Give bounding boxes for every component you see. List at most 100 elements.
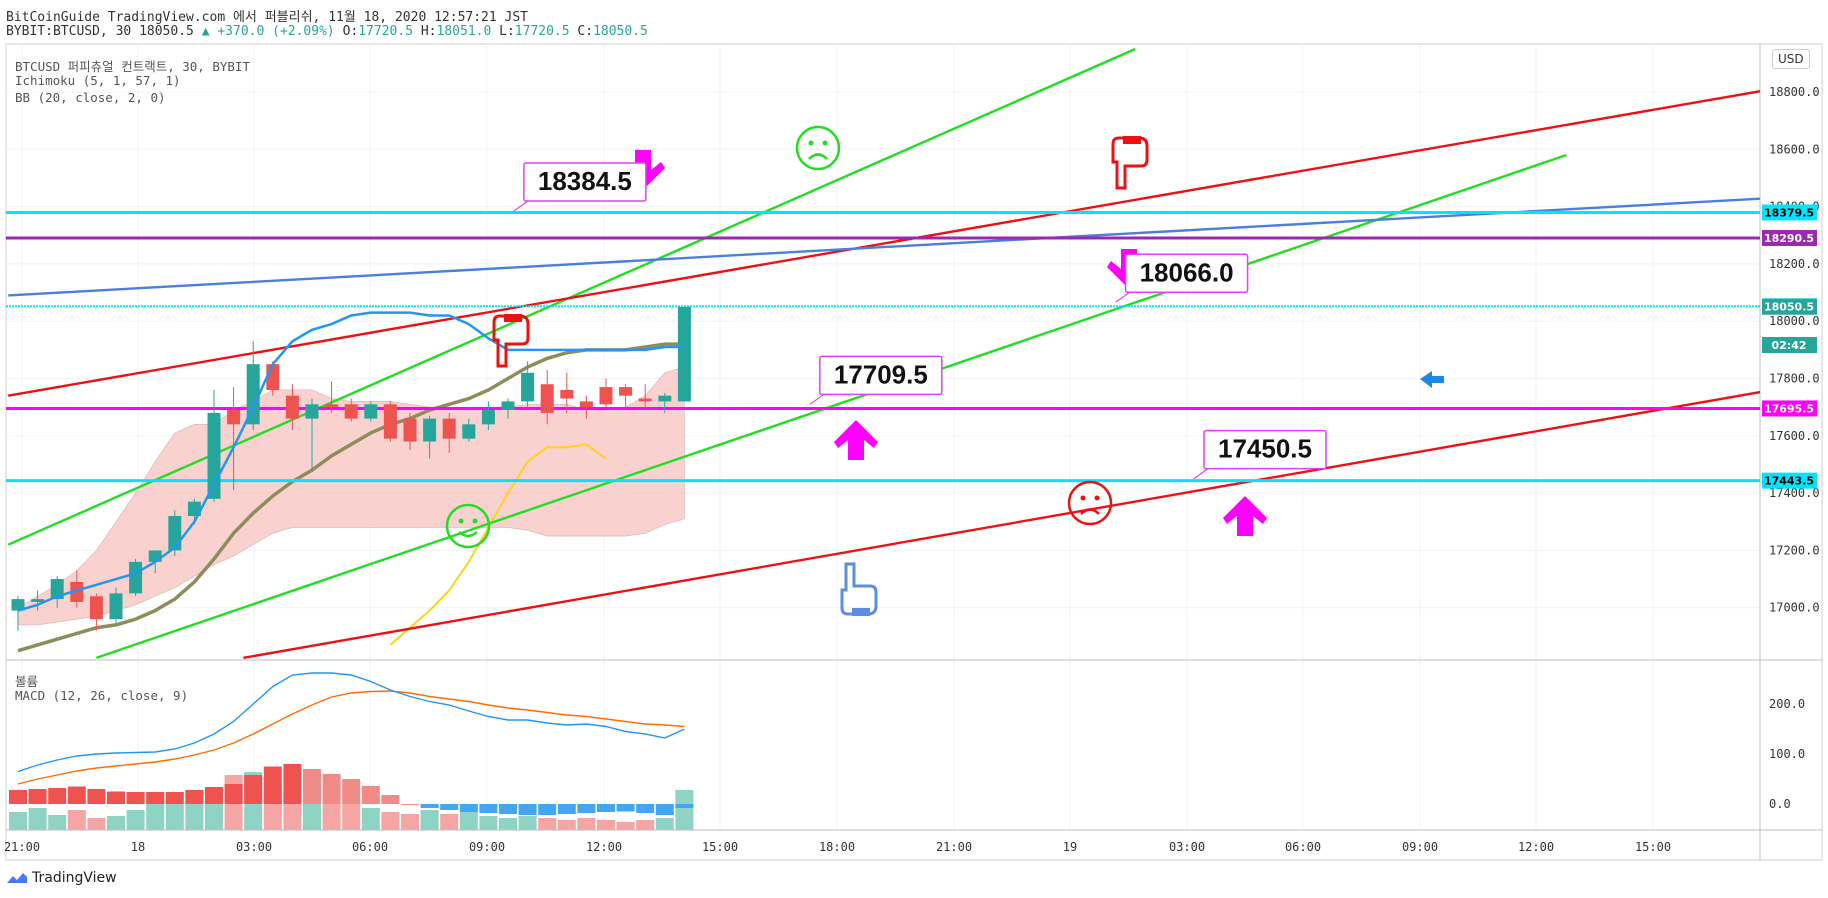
candle-body xyxy=(540,384,554,413)
price-label-text: 17443.5 xyxy=(1764,475,1814,488)
price-tick-label: 18800.0 xyxy=(1769,85,1820,99)
macd-histogram-bar xyxy=(263,766,282,804)
pointing-hand-icon xyxy=(840,562,878,616)
tradingview-logo[interactable]: TradingView xyxy=(6,870,117,886)
price-tick-label: 18600.0 xyxy=(1769,142,1820,156)
face-outline xyxy=(795,125,841,171)
macd-histogram-bar xyxy=(48,788,67,804)
macd-histogram-bar xyxy=(499,804,517,814)
macd-histogram-bar xyxy=(538,804,557,815)
candle-body xyxy=(481,410,495,425)
macd-histogram-bar xyxy=(440,804,459,810)
volume-bar xyxy=(420,810,439,830)
volume-bar xyxy=(655,818,674,830)
volume-bar xyxy=(381,812,400,830)
volume-bar xyxy=(9,812,27,830)
price-tick-label: 18200.0 xyxy=(1769,257,1820,271)
pointing-hand-icon xyxy=(1111,136,1149,190)
symbol-label[interactable]: BYBIT:BTCUSD, 30 xyxy=(6,24,132,39)
candle-body xyxy=(285,395,299,419)
legend-macd[interactable]: MACD (12, 26, close, 9) xyxy=(15,688,189,703)
macd-histogram-bar xyxy=(636,804,655,813)
candle-body xyxy=(403,418,417,442)
face-mouth xyxy=(458,531,478,538)
macd-histogram-bar xyxy=(205,787,223,804)
macd-histogram-bar xyxy=(165,792,184,804)
legend-ichimoku[interactable]: Ichimoku (5, 1, 57, 1) xyxy=(15,73,181,88)
hand-cuff xyxy=(852,608,870,616)
callout-text: 18066.0 xyxy=(1140,257,1234,287)
time-tick-label: 15:00 xyxy=(702,840,738,854)
macd-histogram-bar xyxy=(616,804,635,812)
candle-body xyxy=(442,418,456,439)
legend-bollinger[interactable]: BB (20, close, 2, 0) xyxy=(15,90,166,105)
hand-cuff xyxy=(504,314,522,322)
macd-histogram-bar xyxy=(244,775,263,804)
volume-bar xyxy=(146,800,165,830)
open-label: O: xyxy=(342,24,359,39)
price-tick-label: 17800.0 xyxy=(1769,372,1820,386)
base-line xyxy=(17,342,685,653)
price-tick-label: 18000.0 xyxy=(1769,314,1820,328)
price-pane: 18384.5 18066.0 17709.5 17450.5 xyxy=(6,47,1760,660)
macd-histogram-bar xyxy=(126,792,145,804)
candle-body xyxy=(70,581,84,602)
time-tick-label: 21:00 xyxy=(936,840,972,854)
high-value: 18051.0 xyxy=(436,24,492,39)
macd-histogram-bar xyxy=(185,790,204,804)
macd-histogram-bar xyxy=(597,804,615,812)
currency-badge[interactable]: USD xyxy=(1772,49,1810,69)
volume-bar xyxy=(107,816,125,830)
volume-bar xyxy=(165,804,184,830)
callout-box xyxy=(1124,253,1249,294)
legend-volume[interactable]: 볼륨 xyxy=(15,674,39,689)
macd-histogram-bar xyxy=(322,774,341,804)
left-arrow-icon xyxy=(1420,371,1444,388)
volume-bar xyxy=(28,808,47,830)
macd-histogram-bar xyxy=(67,786,86,804)
legend-symbol[interactable]: BTCUSD 퍼피츄얼 컨트랙트, 30, BYBIT xyxy=(15,59,250,74)
price-label-text: 18290.5 xyxy=(1764,232,1814,245)
sad-face-icon xyxy=(1067,480,1113,526)
price-label-text: 17695.5 xyxy=(1764,402,1814,415)
volume-bar xyxy=(126,810,145,830)
macd-tick-label: 200.0 xyxy=(1769,697,1805,711)
up-arrow-icon xyxy=(1223,496,1267,536)
volume-bar xyxy=(303,800,321,830)
macd-histogram-bar xyxy=(401,804,419,805)
face-eye xyxy=(822,140,828,146)
sad-face-icon xyxy=(795,125,841,171)
macd-histogram-bar xyxy=(28,789,47,804)
candle-body xyxy=(658,395,672,402)
volume-bar xyxy=(597,820,615,830)
volume-bar xyxy=(361,808,380,830)
price-label-tag xyxy=(1762,400,1817,417)
candle-body xyxy=(638,398,652,402)
hand-shape xyxy=(492,314,530,368)
hand-shape xyxy=(1111,136,1149,190)
price-tick-label: 17200.0 xyxy=(1769,543,1820,557)
candle-body xyxy=(11,599,25,611)
candle-body xyxy=(227,410,241,425)
time-tick-label: 21:00 xyxy=(4,840,40,854)
candle-body xyxy=(89,596,103,620)
price-label-tag xyxy=(1762,229,1817,246)
price-change: +370.0 (+2.09%) xyxy=(217,24,335,39)
tradingview-logo-icon xyxy=(7,873,27,883)
time-tick-label: 18 xyxy=(131,840,145,854)
publish-info: BitCoinGuide TradingView.com 에서 퍼블리쉬, 11… xyxy=(6,10,529,25)
volume-bar xyxy=(675,790,694,830)
trendline-4 xyxy=(8,197,1760,297)
macd-histogram-bar xyxy=(420,804,439,808)
candle-body xyxy=(599,387,613,405)
candle-body xyxy=(383,404,397,439)
price-tick-label: 17400.0 xyxy=(1769,486,1820,500)
face-eye xyxy=(1094,495,1100,501)
volume-bar xyxy=(616,822,635,830)
volume-bar xyxy=(538,818,557,830)
macd-pane xyxy=(9,672,694,830)
price-label-text: 02:42 xyxy=(1771,339,1806,352)
face-eye xyxy=(1080,495,1086,501)
time-tick-label: 09:00 xyxy=(469,840,505,854)
